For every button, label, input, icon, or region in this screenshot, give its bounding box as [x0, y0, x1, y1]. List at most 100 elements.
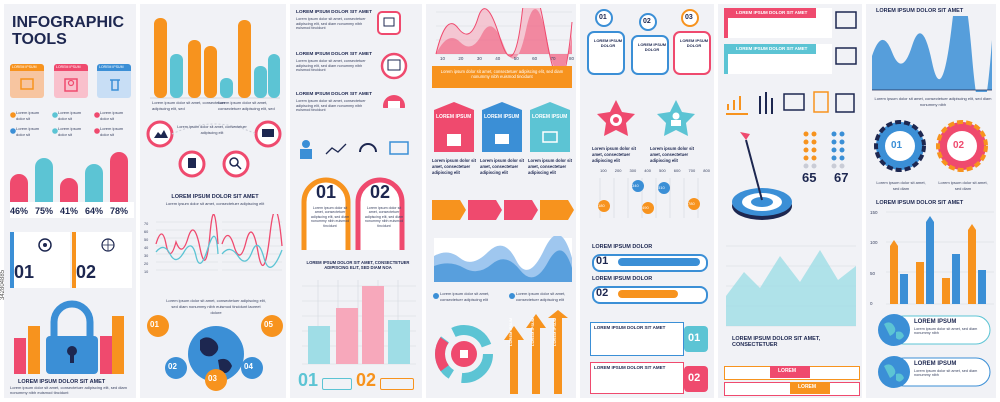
percent-1: 46%: [10, 206, 29, 216]
board-icon: [835, 47, 857, 65]
wave-chart: [155, 214, 283, 271]
col1-footer-title: LOREM IPSUM DOLOR SIT AMET: [18, 379, 106, 385]
bar-chart-1-bar: [204, 46, 217, 98]
label-card-2-text: Lorem ipsum dolor sit amet, consectetuer…: [480, 158, 524, 175]
orange-banner: [432, 66, 572, 88]
percent-4: 64%: [85, 206, 104, 216]
banner-1-bar: [724, 8, 816, 18]
bullet-1: Lorem ipsum dolor sit: [16, 110, 40, 121]
presentation-icon: [783, 93, 805, 111]
slider-2-title: LOREM IPSUM DOLOR: [592, 276, 653, 282]
gear-text-2: Lorem ipsum dolor sit amet, sed diam: [938, 180, 988, 191]
donut-and-arrows: [435, 310, 568, 394]
slider-2-fill: [618, 290, 678, 298]
label-bar-2-tag: [790, 382, 830, 394]
bar-chart-1-bar: [154, 18, 167, 98]
monitor-icon: [389, 141, 409, 155]
map-number-1: 01: [150, 320, 159, 329]
globe-tag-1-title: LOREM IPSUM: [914, 319, 957, 325]
footer-number-02: 02: [356, 370, 377, 390]
slider-1-number: 01: [596, 255, 609, 267]
label-bar-2-text: LOREM: [798, 384, 817, 390]
col7-header-2: LOREM IPSUM DOLOR SIT AMET: [876, 200, 964, 206]
col7-header: LOREM IPSUM DOLOR SIT AMET: [876, 8, 964, 14]
bar-chart-1: [150, 18, 280, 99]
footer-number-01: 01: [298, 370, 319, 390]
trash-icon: [110, 79, 120, 91]
legend-2: Lorem ipsum dolor sit amet, consectetuer…: [516, 291, 566, 302]
map-text: Lorem ipsum dolor sit amet, consectetuer…: [166, 298, 266, 315]
arch-02-text: Lorem ipsum dolor sit amet, consectetuer…: [364, 206, 404, 228]
grid-bar-chart: [302, 280, 416, 365]
area-chart-3: [726, 245, 856, 327]
bubble-scale: 100 200 300 400 500 600 700 800: [600, 168, 710, 173]
row-2-text: Lorem ipsum dolor sit amet, consectetuer…: [296, 59, 366, 72]
bubble-780: 780: [688, 201, 695, 206]
presentation-icon: [383, 17, 395, 27]
lock-bar-graphic: [14, 300, 124, 374]
gear-number-01: 01: [891, 140, 903, 151]
icon-row: [726, 91, 855, 115]
col6-footer-title: LOREM IPSUM DOLOR SIT AMET, CONSECTETUER: [732, 336, 821, 348]
presentation-icon: [835, 11, 857, 29]
lock-icon: [50, 300, 94, 336]
card-02: [72, 232, 132, 288]
stat-65: 65: [802, 170, 817, 185]
arch-cards: [301, 177, 405, 250]
gear-text-1: Lorem ipsum dolor sit amet, sed diam: [876, 180, 926, 191]
col7-caption: Lorem ipsum dolor sit amet, consectetuer…: [874, 96, 992, 107]
target-and-dots: [732, 131, 845, 220]
area-chart-1: [435, 8, 573, 68]
map-number-2: 02: [168, 362, 177, 371]
target-icon: [751, 197, 773, 207]
slider-1-fill: [618, 258, 700, 266]
bar-chart-2-bar: [900, 274, 908, 304]
headset-icon: [359, 143, 377, 153]
gear-icon: [38, 238, 52, 252]
box-02-title: LOREM IPSUM DOLOR SIT AMET: [594, 365, 666, 370]
box-01-title: LOREM IPSUM DOLOR SIT AMET: [594, 325, 666, 330]
bar-chart-icon: [726, 96, 748, 115]
candlestick-icon: [759, 92, 773, 114]
stat-67: 67: [834, 170, 849, 185]
page-title: INFOGRAPHIC TOOLS: [12, 14, 124, 48]
bar-chart-1-bar: [254, 66, 267, 98]
book-icon: [835, 93, 855, 113]
box-02-number: 02: [688, 372, 701, 384]
presentation-icon: [542, 131, 558, 143]
tool-card-1-label: LOREM IPSUM: [12, 65, 37, 69]
bar-chart-2-bar: [968, 230, 976, 304]
bubble-490: 490: [642, 205, 649, 210]
bar-chart-2-ticks: 150 100 50 0: [870, 210, 878, 306]
row-1-text: Lorem ipsum dolor sit amet, consectetuer…: [296, 17, 366, 30]
people-icons: [300, 140, 409, 159]
footer-tag-1: [322, 378, 352, 390]
slider-2-number: 02: [596, 287, 609, 299]
bar-chart-1-bar: [188, 40, 201, 98]
line-chart-icon: [325, 143, 347, 155]
gear-number-02: 02: [953, 140, 965, 151]
label-card-3-title: LOREM IPSUM: [532, 114, 568, 120]
user-icon: [672, 112, 680, 120]
bubble-180: 180: [598, 203, 605, 208]
arch-01-text: Lorem ipsum dolor sit amet, consectetuer…: [310, 206, 350, 228]
percent-3: 41%: [60, 206, 79, 216]
area-chart-2: [434, 236, 572, 282]
user-icon: [64, 78, 78, 92]
watermark-id: 342804885: [0, 269, 6, 300]
slider-1-title: LOREM IPSUM DOLOR: [592, 244, 653, 250]
label-cards: [434, 102, 570, 152]
pin-number-3: 03: [685, 14, 693, 21]
bar-chart-2-bar: [890, 246, 898, 304]
pin-number-1: 01: [599, 14, 607, 21]
col2-sub: Lorem ipsum dolor sit amet, consectetuer…: [165, 201, 265, 206]
arch-01-number: 01: [316, 182, 337, 202]
orange-banner-text: Lorem ipsum dolor sit amet, consectetuer…: [440, 69, 564, 79]
icon-ring-set: [146, 120, 282, 178]
bullet-2: Lorem ipsum dolor sit: [58, 110, 82, 121]
box-02-tab: [684, 366, 708, 392]
arrow-label-3: LOREM IPSUM: [552, 317, 557, 346]
search-icon: [222, 150, 250, 178]
card-01-number: 01: [14, 262, 35, 282]
bullet-5: Lorem ipsum dolor sit: [58, 126, 82, 137]
